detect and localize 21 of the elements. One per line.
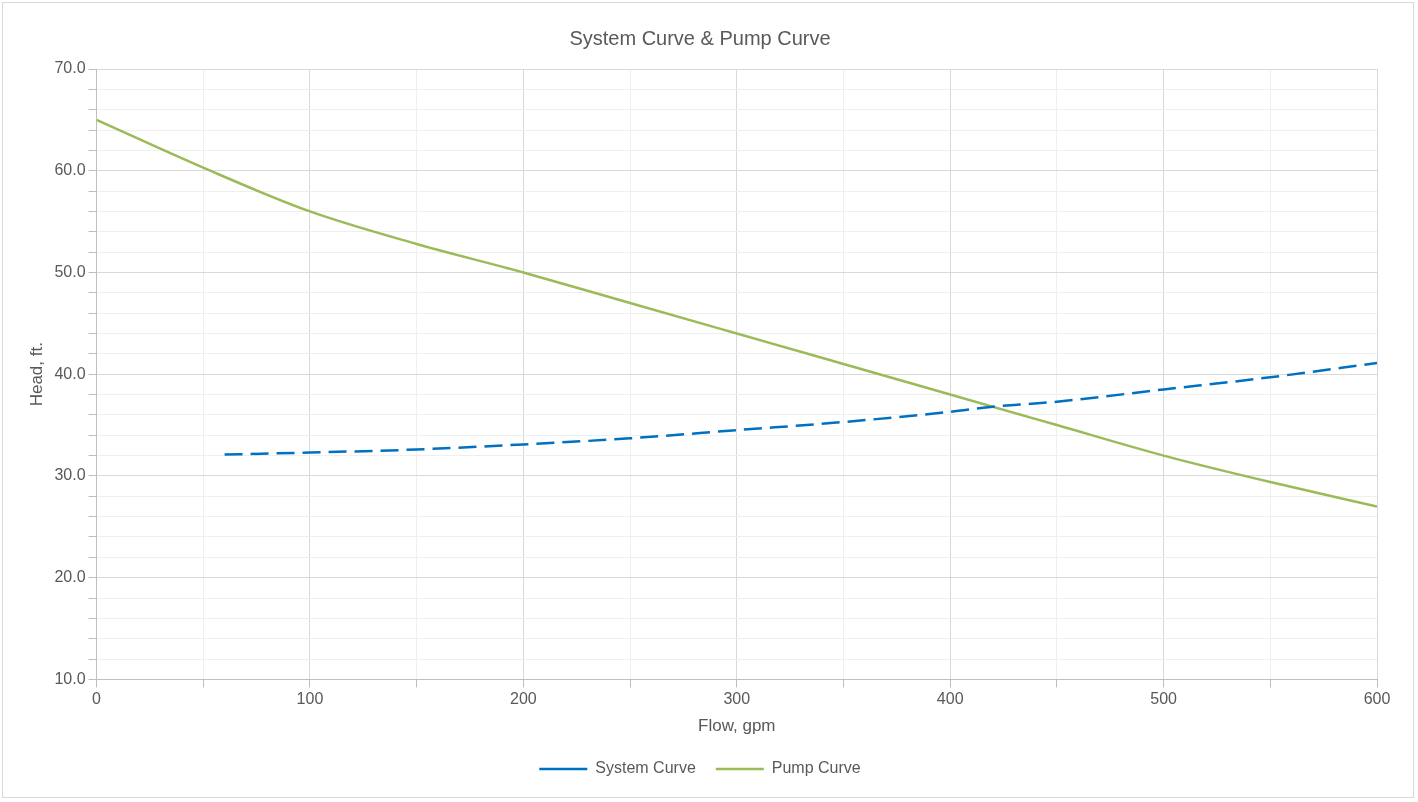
x-tick-label: 600	[1363, 690, 1391, 708]
y-tick-label: 40.0	[54, 364, 86, 382]
x-tick-label: 400	[936, 690, 964, 708]
x-tick-label: 200	[510, 690, 537, 708]
line-series	[96, 118, 1377, 508]
y-tick-label: 30.0	[54, 466, 86, 484]
x-tick-label: 0	[92, 690, 102, 708]
y-axis-title: Head, ft.	[26, 342, 46, 407]
x-axis-title: Flow, gpm	[698, 716, 776, 736]
y-tick-label: 60.0	[54, 161, 86, 179]
chart-title: System Curve & Pump Curve	[569, 26, 831, 49]
line-series	[223, 361, 1377, 456]
y-tick-label: 10.0	[54, 669, 86, 687]
legend-label: System Curve	[595, 759, 696, 777]
y-tick-label: 50.0	[54, 262, 86, 280]
legend-label: Pump Curve	[771, 759, 861, 777]
x-tick-label: 100	[296, 690, 324, 708]
x-tick-label: 300	[723, 690, 751, 708]
y-tick-label: 70.0	[54, 59, 86, 77]
y-tick-label: 20.0	[54, 568, 86, 586]
x-tick-label: 500	[1150, 690, 1178, 708]
